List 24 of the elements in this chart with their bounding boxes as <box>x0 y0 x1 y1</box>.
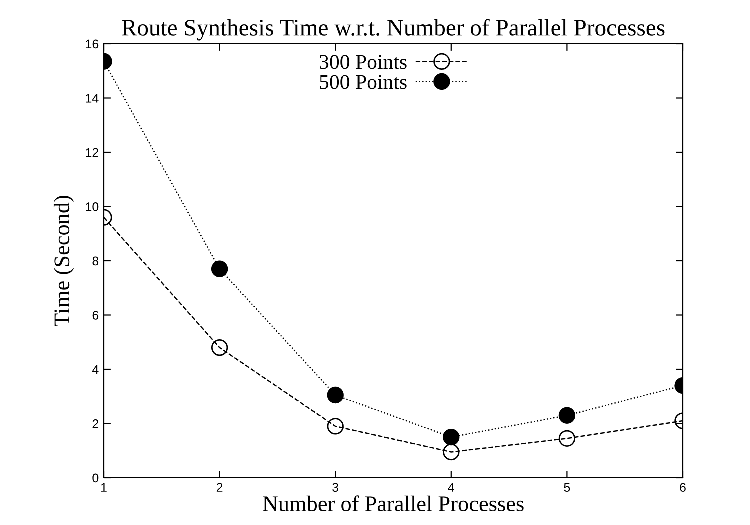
y-tick-label: 0 <box>92 474 99 483</box>
x-tick-label: 2 <box>216 483 223 492</box>
y-tick-label: 10 <box>86 202 99 212</box>
point <box>443 428 460 446</box>
x-tick-label: 4 <box>448 483 455 492</box>
legend-label: 300 Points <box>320 55 407 70</box>
y-tick-label: 14 <box>86 94 99 103</box>
legend-label: 500 Points <box>320 75 407 90</box>
y-axis-title: Time (Second) <box>54 196 74 327</box>
y-tick-label: 16 <box>86 40 99 49</box>
y-tick-label: 8 <box>92 256 99 266</box>
x-tick-label: 6 <box>680 483 686 492</box>
y-tick-label: 6 <box>92 311 99 320</box>
x-axis-title: Number of Parallel Processes <box>263 496 524 512</box>
y-tick-label: 2 <box>92 420 99 428</box>
point <box>443 444 460 461</box>
chart-title: Route Synthesis Time w.r.t. Number of Parallel Processes <box>122 19 665 41</box>
point <box>327 386 344 404</box>
point <box>327 418 344 435</box>
x-tick-label: 5 <box>564 483 570 492</box>
x-tick-label: 3 <box>332 483 339 492</box>
y-tick-label: 4 <box>92 365 99 374</box>
y-tick-label: 12 <box>86 148 99 158</box>
x-tick-label: 1 <box>101 483 107 492</box>
